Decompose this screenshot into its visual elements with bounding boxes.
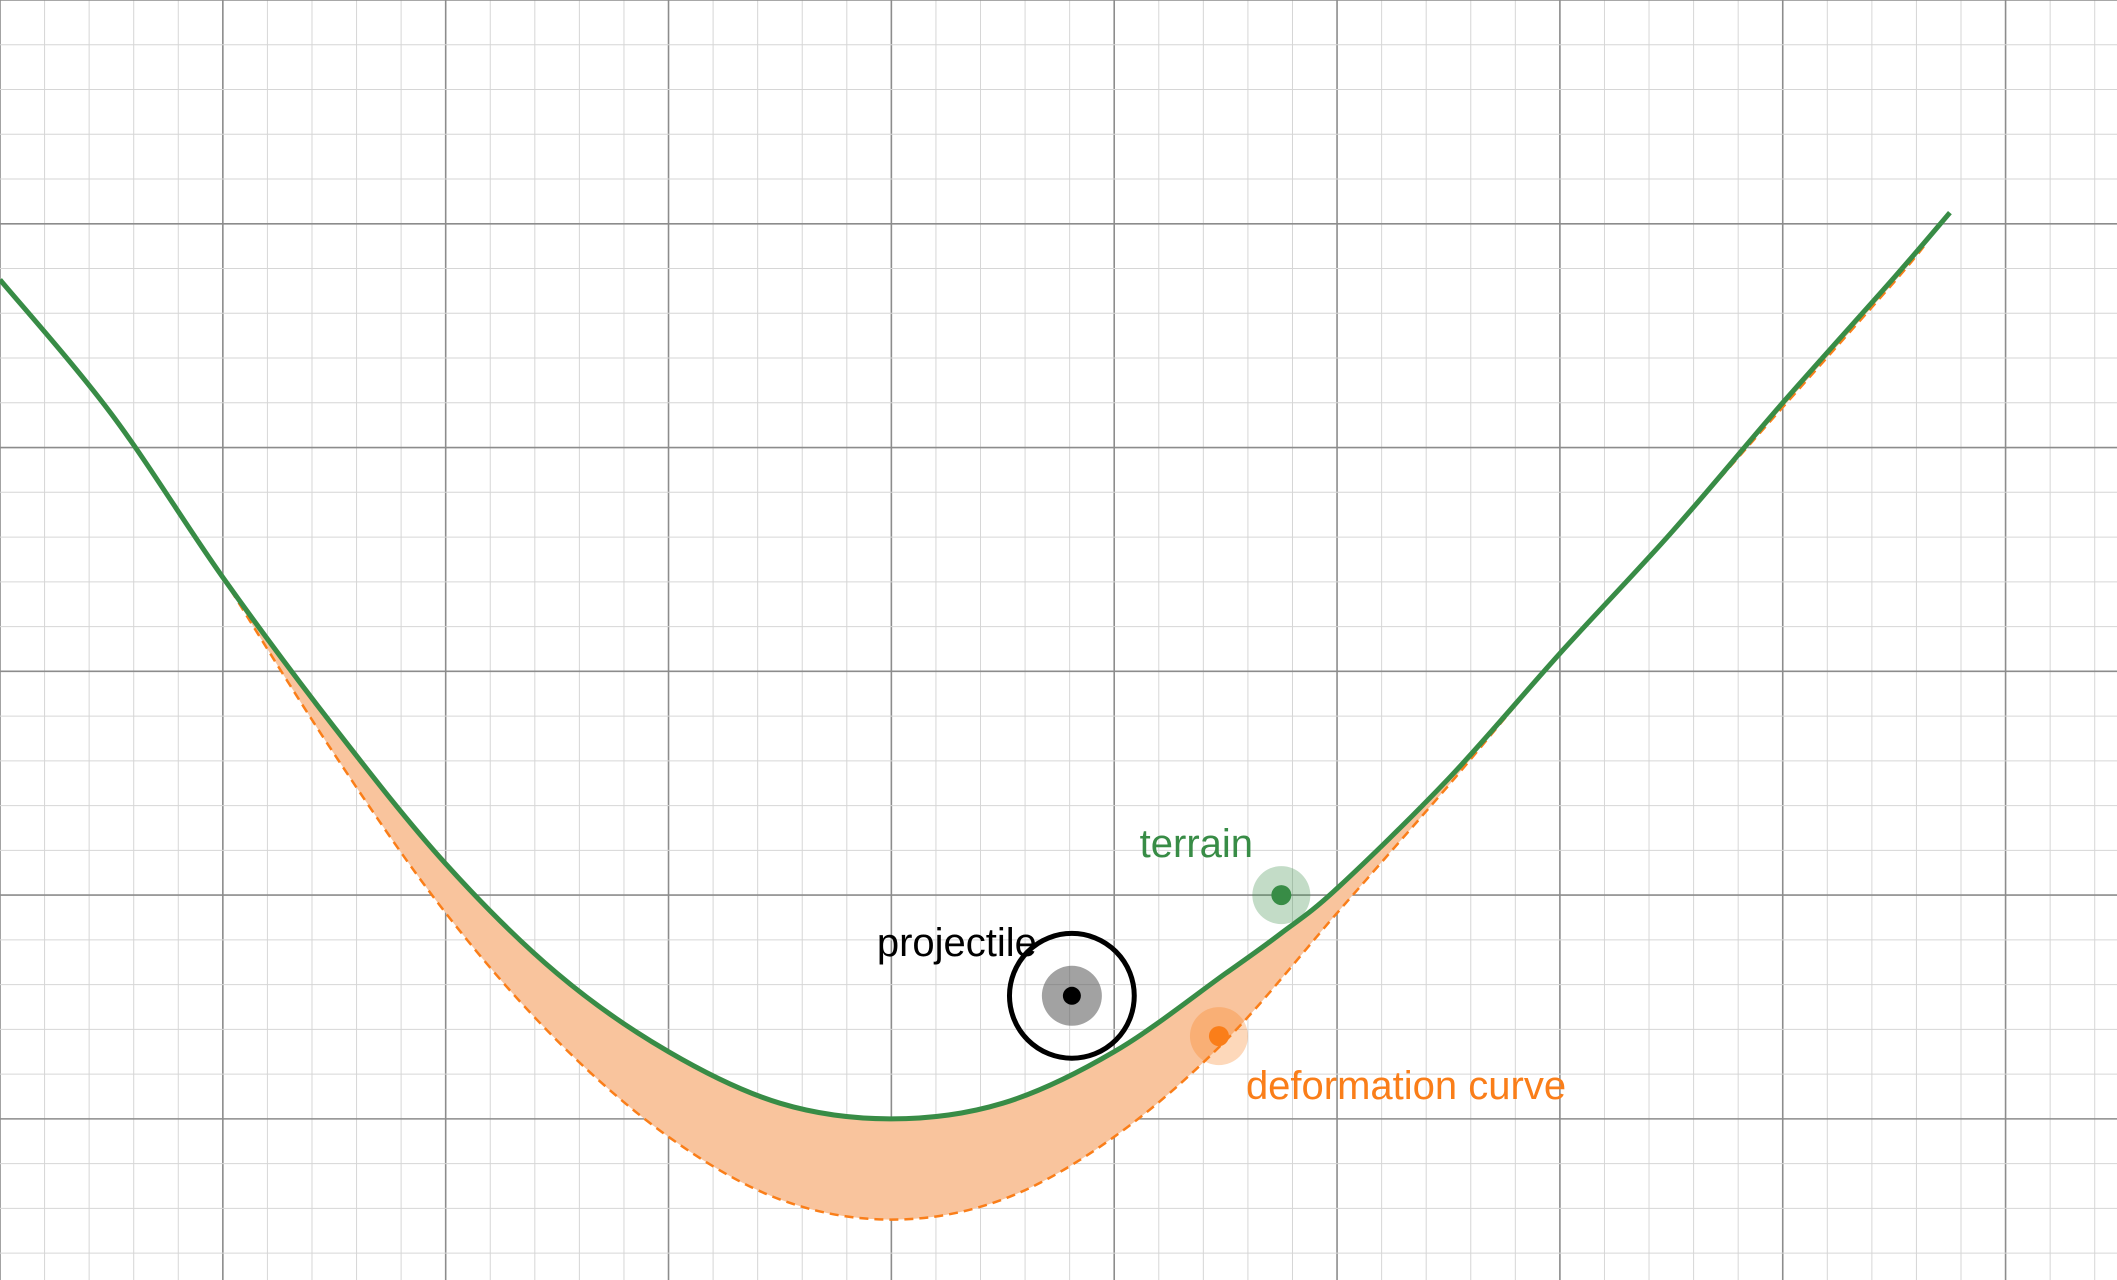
deformation-curve-label: deformation curve — [1246, 1064, 1566, 1108]
terrain-label: terrain — [1140, 822, 1253, 866]
terrain-curve — [0, 210, 1952, 1122]
projectile-center-point[interactable] — [1062, 986, 1081, 1005]
deformation-point[interactable] — [1208, 1026, 1229, 1047]
projectile-outline — [1006, 930, 1137, 1061]
projectile-label: projectile — [877, 921, 1037, 965]
terrain-point[interactable] — [1271, 885, 1292, 906]
